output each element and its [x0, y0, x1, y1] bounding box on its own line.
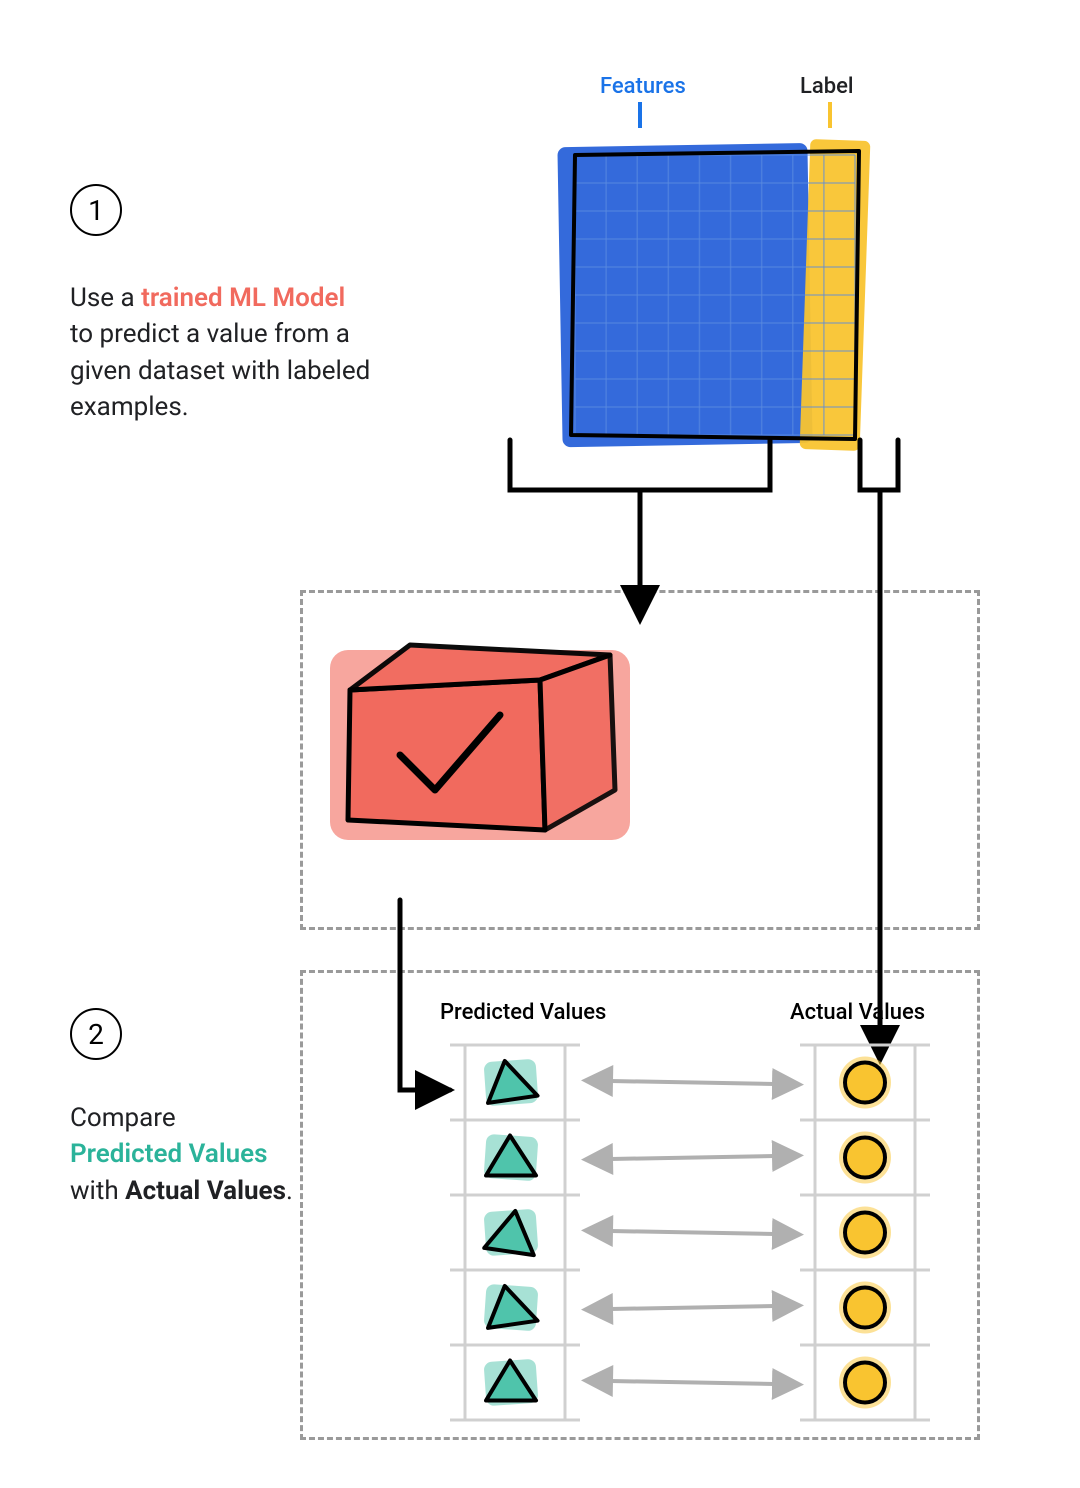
- values-comparison-grid: [420, 1035, 960, 1435]
- actual-values-label: Actual Values: [790, 1000, 925, 1025]
- predicted-values-label: Predicted Values: [440, 1000, 606, 1025]
